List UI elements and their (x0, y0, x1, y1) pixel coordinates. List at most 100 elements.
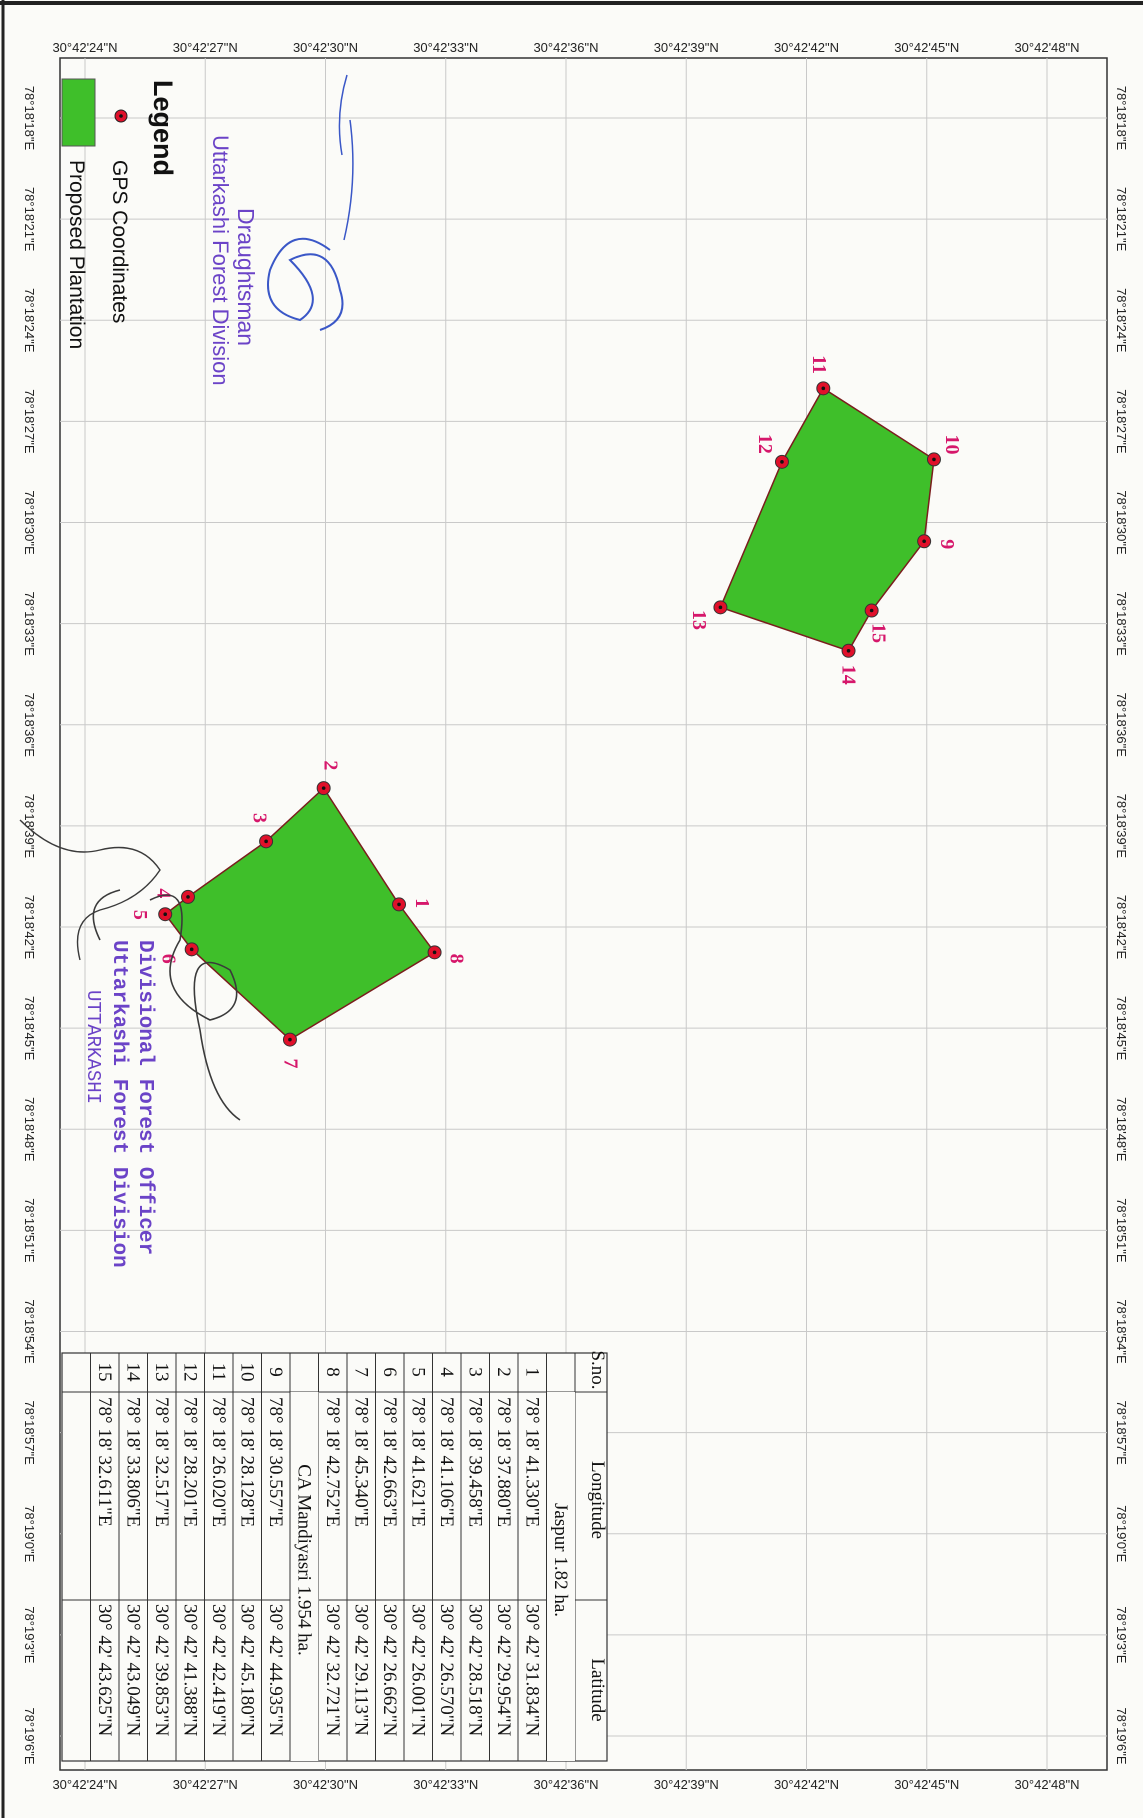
table-sno-13: 13 (151, 1363, 172, 1382)
signature-2 (92, 889, 241, 1121)
table-site-name-2: CA Mandiyasri 1.954 ha. (294, 1464, 315, 1656)
table-lon-6: 78° 18' 42.663"E (379, 1397, 400, 1527)
lon-label-left: 78°18'21"E (22, 187, 37, 252)
table-lat-14: 30° 42' 43.049"N (122, 1604, 143, 1737)
table-sno-5: 5 (407, 1367, 428, 1377)
table-lon-8: 78° 18' 42.752"E (322, 1397, 343, 1527)
lon-label-left: 78°18'36"E (22, 693, 37, 758)
gps-point-label-3: 3 (249, 813, 271, 823)
lon-label-right: 78°18'30"E (1114, 490, 1129, 555)
gps-point-label-12: 12 (754, 434, 776, 454)
lat-label-bottom: 30°42'45"N (894, 1777, 959, 1792)
lon-label-left: 78°18'45"E (22, 996, 37, 1061)
table-lat-5: 30° 42' 26.001"N (407, 1604, 428, 1737)
table-header-1: Longitude (587, 1461, 608, 1539)
map-frame (59, 57, 1108, 1771)
table-sno-14: 14 (122, 1363, 143, 1383)
lat-label-top: 30°42'45"N (894, 40, 959, 55)
lon-label-right: 78°18'24"E (1114, 288, 1129, 353)
plantation-polygon-2 (719, 387, 935, 652)
legend-polygon-swatch (61, 78, 96, 147)
table-lon-10: 78° 18' 28.128"E (236, 1397, 257, 1527)
lon-label-right: 78°19'6"E (1114, 1707, 1129, 1764)
table-sno-12: 12 (179, 1363, 200, 1382)
table-lon-2: 78° 18' 37.880"E (493, 1397, 514, 1527)
legend: Legend GPS Coordinates Proposed Plantati… (61, 78, 178, 349)
lat-label-bottom: 30°42'48"N (1014, 1777, 1079, 1792)
gps-point-label-10: 10 (941, 434, 963, 454)
legend-plantation-label: Proposed Plantation (65, 160, 88, 349)
lon-label-right: 78°18'48"E (1114, 1097, 1129, 1162)
table-sno-10: 10 (236, 1363, 257, 1382)
table-lon-15: 78° 18' 32.611"E (94, 1397, 115, 1526)
lon-label-left: 78°18'30"E (22, 490, 37, 555)
table-sno-9: 9 (265, 1367, 286, 1377)
table-lat-15: 30° 42' 43.625"N (94, 1604, 115, 1737)
table-lat-10: 30° 42' 45.180"N (236, 1604, 257, 1737)
gps-point-label-7: 7 (279, 1059, 301, 1069)
lon-label-right: 78°18'39"E (1114, 794, 1129, 859)
lon-label-left: 78°18'51"E (22, 1198, 37, 1263)
table-sno-11: 11 (208, 1363, 229, 1381)
gps-point-label-11: 11 (808, 355, 830, 374)
gps-point-label-2: 2 (319, 760, 341, 770)
table-header-0: S.no. (587, 1350, 608, 1389)
table-lat-1: 30° 42' 31.834"N (521, 1604, 542, 1737)
table-lat-6: 30° 42' 26.662"N (379, 1604, 400, 1737)
table-sno-1: 1 (521, 1367, 542, 1377)
stamp2-line3: UTTARKASHI (82, 990, 104, 1104)
lat-label-top: 30°42'24"N (52, 40, 117, 55)
lon-label-left: 78°18'42"E (22, 895, 37, 960)
table-lat-8: 30° 42' 32.721"N (322, 1604, 343, 1737)
table-lon-3: 78° 18' 39.458"E (464, 1397, 485, 1527)
lat-label-bottom: 30°42'30"N (293, 1777, 358, 1792)
lon-label-left: 78°19'0"E (22, 1505, 37, 1562)
lon-label-right: 78°18'18"E (1114, 86, 1129, 151)
table-lon-14: 78° 18' 33.806"E (122, 1397, 143, 1527)
table-lat-7: 30° 42' 29.113"N (350, 1604, 371, 1736)
lat-label-bottom: 30°42'33"N (413, 1777, 478, 1792)
lon-label-right: 78°18'21"E (1114, 187, 1129, 252)
lat-label-top: 30°42'27"N (173, 40, 238, 55)
signature-1 (267, 237, 344, 331)
lat-label-bottom: 30°42'39"N (654, 1777, 719, 1792)
table-sno-4: 4 (436, 1367, 457, 1377)
lon-label-right: 78°18'57"E (1114, 1400, 1129, 1465)
lat-label-bottom: 30°42'42"N (774, 1777, 839, 1792)
lat-label-top: 30°42'48"N (1014, 40, 1079, 55)
lat-label-top: 30°42'33"N (413, 40, 478, 55)
lon-label-left: 78°18'57"E (22, 1400, 37, 1465)
lon-label-left: 78°19'3"E (22, 1606, 37, 1663)
gps-point-label-4: 4 (152, 888, 174, 898)
stamp1-line2: Uttarkashi Forest Division (208, 135, 233, 386)
gps-point-label-14: 14 (838, 665, 860, 685)
table-lon-12: 78° 18' 28.201"E (179, 1397, 200, 1527)
dfo-stamp: Divisional Forest Officer Uttarkashi For… (19, 819, 241, 1268)
table-site-name-1: Jaspur 1.82 ha. (550, 1503, 571, 1617)
lat-label-top: 30°42'42"N (774, 40, 839, 55)
gps-point-label-15: 15 (868, 623, 890, 643)
gps-point-label-8: 8 (446, 954, 468, 964)
lon-label-left: 78°18'48"E (22, 1097, 37, 1162)
lon-label-right: 78°18'51"E (1114, 1198, 1129, 1263)
lat-label-top: 30°42'39"N (654, 40, 719, 55)
stamp2-line1: Divisional Forest Officer (133, 940, 156, 1255)
table-lat-11: 30° 42' 42.419"N (208, 1604, 229, 1737)
lon-label-right: 78°18'42"E (1114, 895, 1129, 960)
table-lon-9: 78° 18' 30.557"E (265, 1397, 286, 1527)
table-sno-3: 3 (464, 1367, 485, 1377)
legend-gps-label: GPS Coordinates (108, 160, 131, 323)
lon-label-right: 78°19'3"E (1114, 1606, 1129, 1663)
lat-label-bottom: 30°42'27"N (173, 1777, 238, 1792)
table-sno-15: 15 (94, 1363, 115, 1382)
lon-label-left: 78°18'18"E (22, 86, 37, 151)
signature-3 (19, 819, 161, 961)
stamp1-line1: Draughtsman (233, 208, 259, 346)
table-lat-2: 30° 42' 29.954"N (493, 1604, 514, 1737)
gps-point-label-5: 5 (129, 910, 151, 920)
table-lon-4: 78° 18' 41.106"E (436, 1397, 457, 1527)
gps-point-label-9: 9 (936, 539, 958, 549)
lon-label-right: 78°18'27"E (1114, 389, 1129, 454)
stamp2-line2: Uttarkashi Forest Division (107, 940, 130, 1268)
